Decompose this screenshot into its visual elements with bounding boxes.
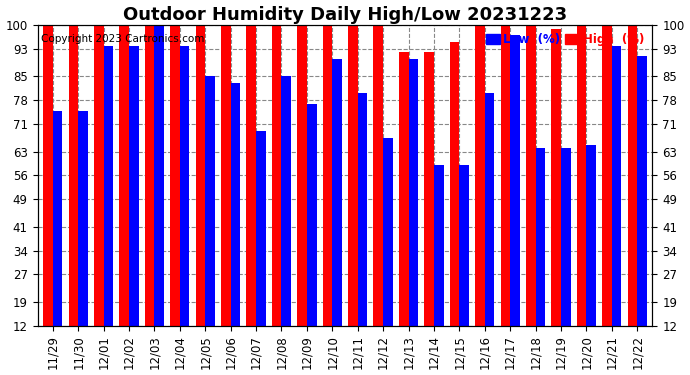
Bar	[357, 93, 367, 326]
Bar	[561, 148, 571, 326]
Bar	[399, 53, 408, 326]
Bar	[333, 59, 342, 326]
Bar	[195, 0, 205, 326]
Bar	[230, 83, 240, 326]
Bar	[272, 0, 282, 326]
Bar	[500, 0, 510, 326]
Bar	[221, 0, 230, 326]
Bar	[180, 46, 190, 326]
Bar	[434, 165, 444, 326]
Bar	[68, 15, 78, 326]
Bar	[52, 111, 62, 326]
Bar	[348, 12, 357, 326]
Bar	[460, 165, 469, 326]
Bar	[638, 56, 647, 326]
Bar	[205, 76, 215, 326]
Bar	[408, 59, 418, 326]
Text: Copyright 2023 Cartronics.com: Copyright 2023 Cartronics.com	[41, 34, 204, 44]
Bar	[170, 0, 180, 326]
Bar	[155, 8, 164, 326]
Bar	[256, 131, 266, 326]
Bar	[510, 35, 520, 326]
Bar	[129, 46, 139, 326]
Bar	[526, 0, 535, 326]
Bar	[78, 111, 88, 326]
Bar	[323, 18, 333, 326]
Bar	[43, 15, 52, 326]
Bar	[424, 53, 434, 326]
Bar	[307, 104, 317, 326]
Title: Outdoor Humidity Daily High/Low 20231223: Outdoor Humidity Daily High/Low 20231223	[123, 6, 567, 24]
Bar	[586, 145, 596, 326]
Bar	[535, 148, 545, 326]
Bar	[94, 0, 104, 326]
Legend: Low  (%), High  (%): Low (%), High (%)	[483, 31, 647, 49]
Bar	[485, 93, 495, 326]
Bar	[119, 0, 129, 326]
Bar	[602, 4, 612, 326]
Bar	[282, 76, 291, 326]
Bar	[373, 12, 383, 326]
Bar	[383, 138, 393, 326]
Bar	[551, 28, 561, 326]
Bar	[297, 0, 307, 326]
Bar	[475, 0, 485, 326]
Bar	[577, 4, 586, 326]
Bar	[246, 0, 256, 326]
Bar	[104, 46, 113, 326]
Bar	[145, 0, 155, 326]
Bar	[628, 0, 638, 326]
Bar	[612, 46, 622, 326]
Bar	[450, 42, 460, 326]
